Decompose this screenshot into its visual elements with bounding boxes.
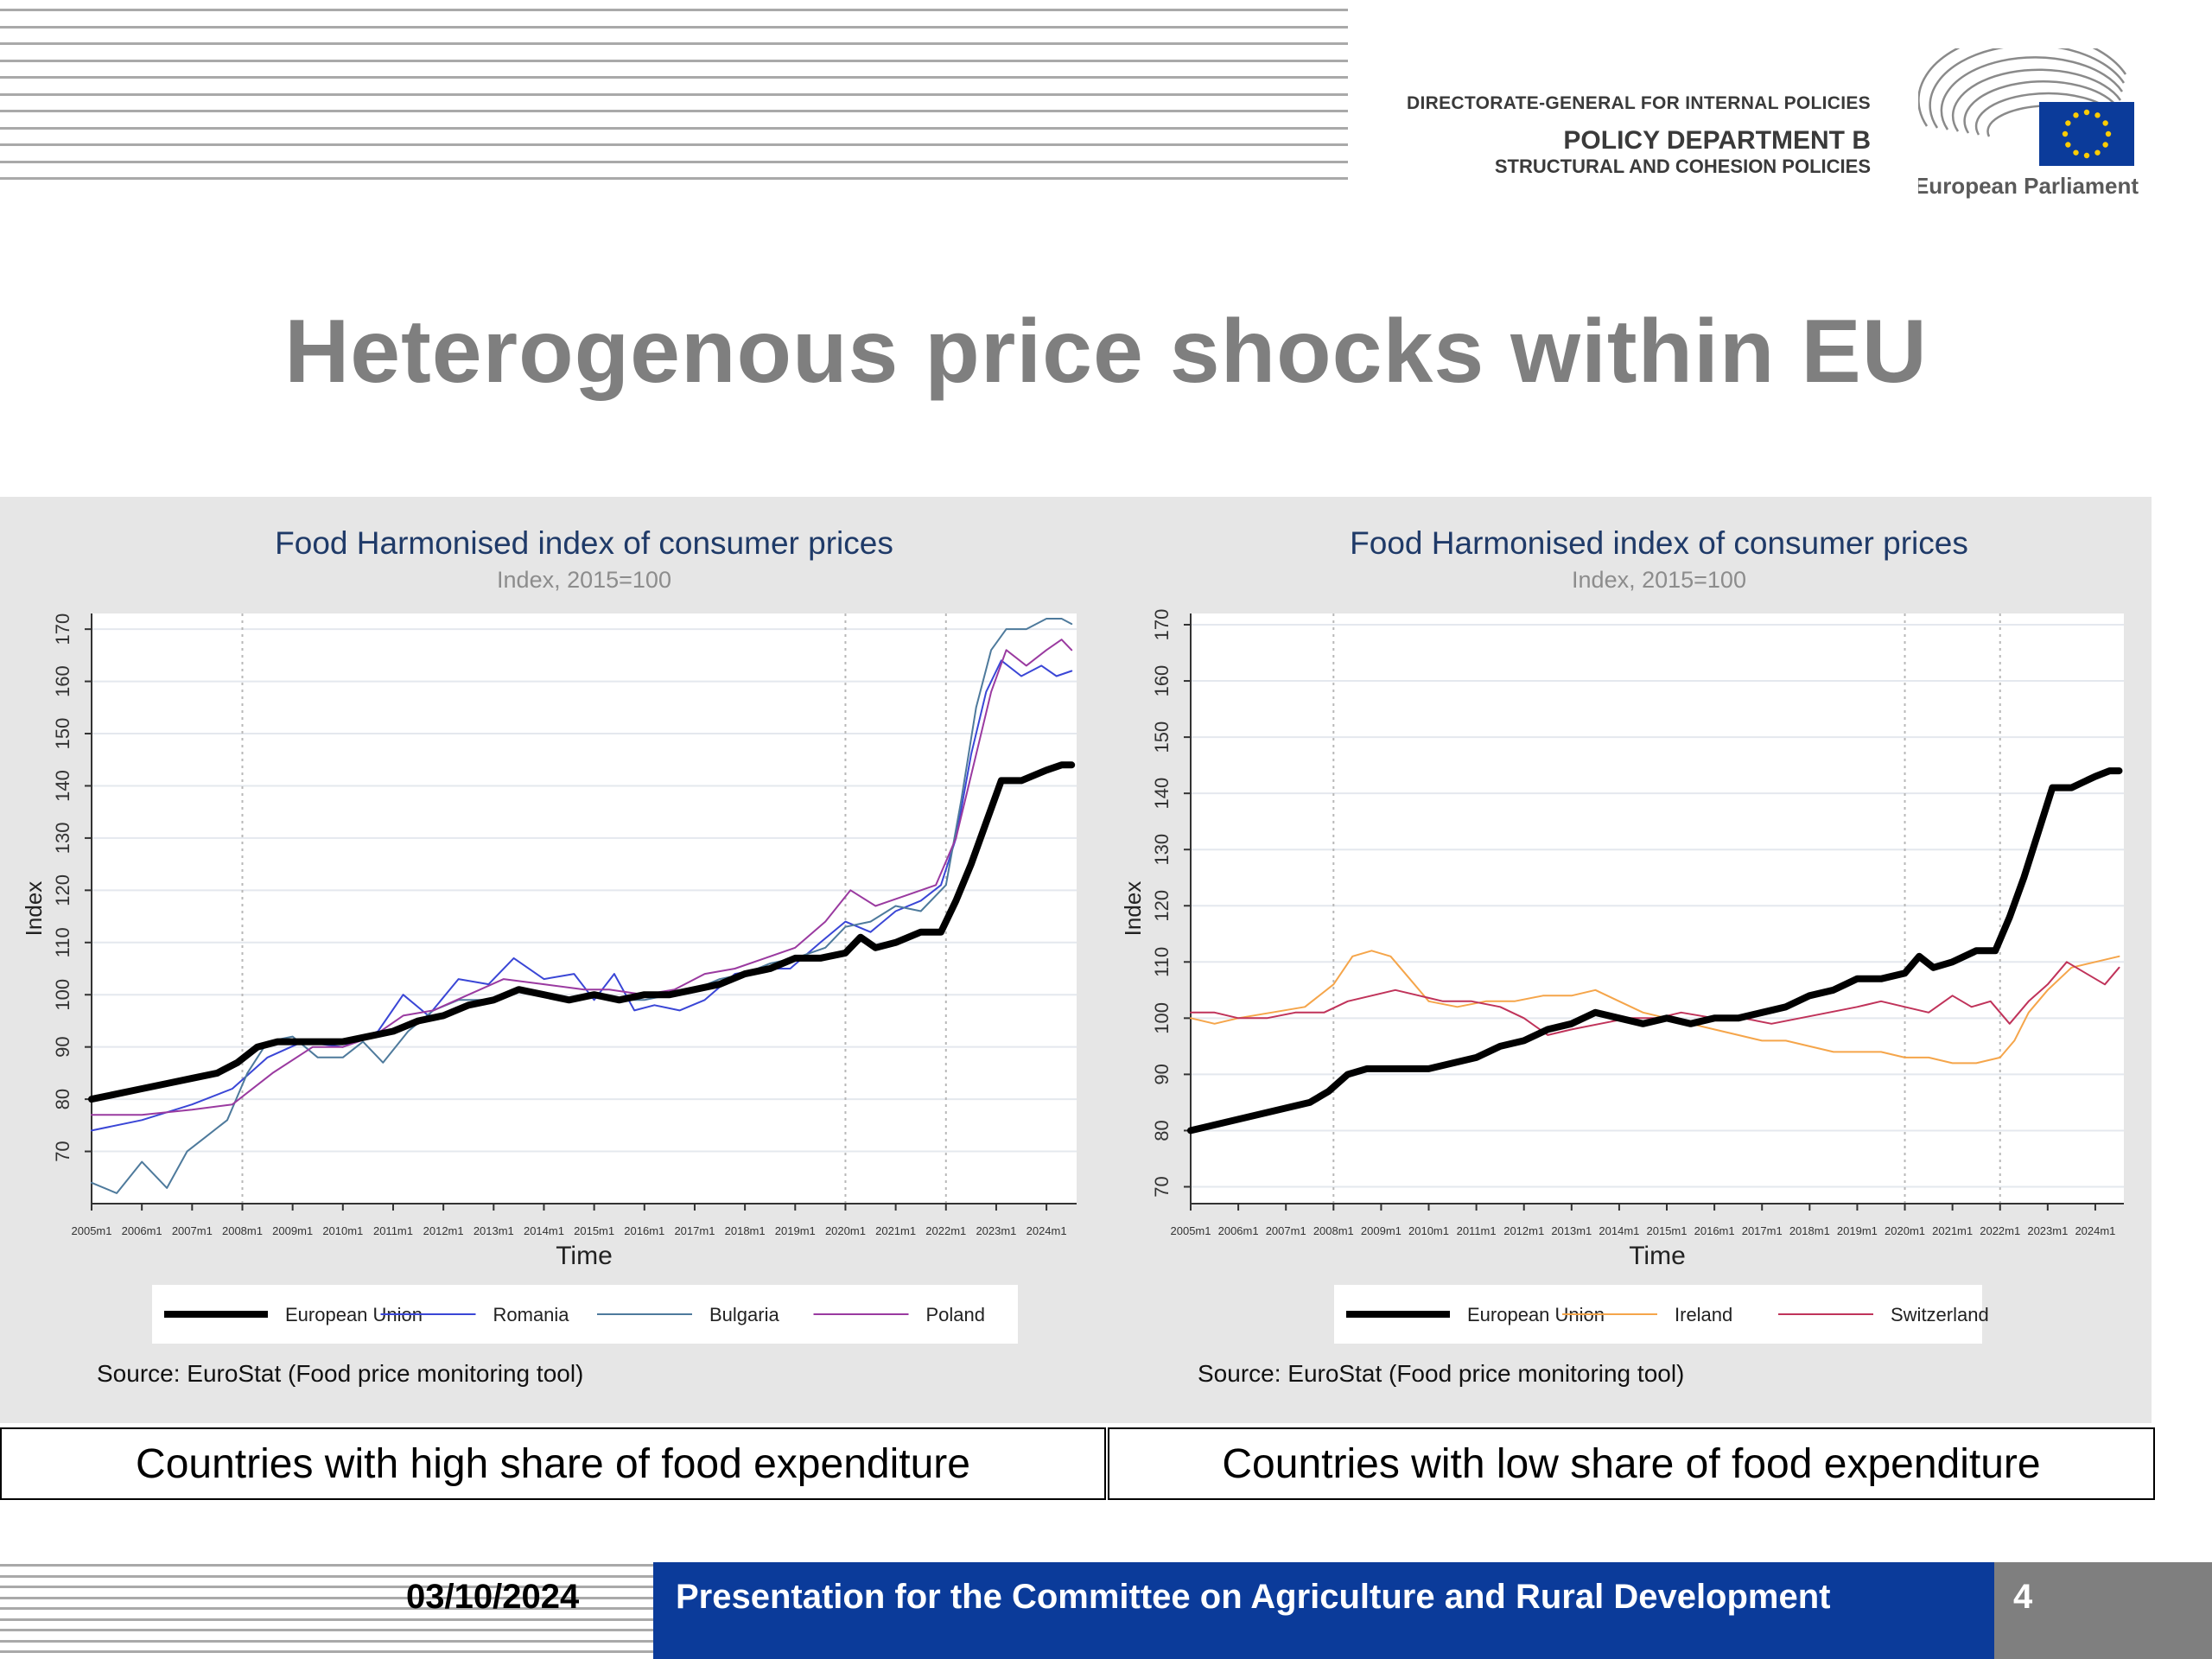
y-tick-label: 160: [52, 665, 73, 697]
y-tick-label: 70: [1151, 1176, 1173, 1197]
chart-subtitle: Index, 2015=100: [1572, 567, 1746, 593]
x-tick-label: 2020m1: [1885, 1224, 1925, 1237]
y-tick-label: 140: [1151, 778, 1173, 810]
x-tick-label: 2020m1: [825, 1224, 866, 1237]
y-tick-label: 130: [1151, 834, 1173, 866]
x-tick-label: 2015m1: [1647, 1224, 1688, 1237]
european-parliament-logo: European Parliament: [1918, 48, 2139, 199]
y-tick-label: 150: [52, 718, 73, 750]
x-tick-label: 2017m1: [674, 1224, 715, 1237]
caption-right: Countries with low share of food expendi…: [1108, 1427, 2155, 1500]
y-tick-label: 90: [52, 1036, 73, 1057]
y-tick-label: 130: [52, 823, 73, 855]
x-tick-label: 2019m1: [1837, 1224, 1878, 1237]
x-axis-label: Time: [1629, 1242, 1686, 1270]
y-tick-label: 170: [1151, 609, 1173, 641]
x-tick-label: 2010m1: [1408, 1224, 1449, 1237]
chart-source: Source: EuroStat (Food price monitoring …: [1198, 1360, 1684, 1387]
y-tick-label: 90: [1151, 1064, 1173, 1084]
eu-stars-icon: [2062, 109, 2112, 159]
x-tick-label: 2006m1: [1218, 1224, 1259, 1237]
x-tick-label: 2007m1: [172, 1224, 213, 1237]
y-tick-label: 70: [52, 1141, 73, 1161]
series-line-switzerland: [1190, 961, 2120, 1036]
y-tick-label: 110: [52, 927, 73, 957]
legend-label: Poland: [926, 1304, 986, 1325]
x-tick-label: 2005m1: [72, 1224, 112, 1237]
x-tick-label: 2005m1: [1171, 1224, 1211, 1237]
x-tick-label: 2006m1: [122, 1224, 162, 1237]
legend-label: Switzerland: [1891, 1304, 1989, 1325]
x-tick-label: 2008m1: [1313, 1224, 1354, 1237]
x-tick-label: 2021m1: [875, 1224, 916, 1237]
chart-left: Food Harmonised index of consumer prices…: [21, 525, 1077, 1387]
plot-area: [1191, 613, 2124, 1204]
chart-title: Food Harmonised index of consumer prices: [275, 525, 893, 561]
x-tick-label: 2014m1: [1599, 1224, 1639, 1237]
x-tick-label: 2021m1: [1932, 1224, 1973, 1237]
footer-bar: [653, 1562, 1994, 1659]
x-tick-label: 2009m1: [1361, 1224, 1402, 1237]
x-tick-label: 2011m1: [373, 1224, 413, 1237]
x-tick-label: 2019m1: [775, 1224, 816, 1237]
y-tick-label: 100: [1151, 1002, 1173, 1034]
x-tick-label: 2024m1: [1027, 1224, 1067, 1237]
x-tick-label: 2011m1: [1457, 1224, 1497, 1237]
series-line-european-union: [1187, 767, 2123, 1135]
page-number-box: [1994, 1562, 2212, 1659]
caption-left: Countries with high share of food expend…: [0, 1427, 1106, 1500]
y-tick-label: 80: [52, 1089, 73, 1109]
x-tick-label: 2007m1: [1266, 1224, 1306, 1237]
x-tick-label: 2016m1: [624, 1224, 664, 1237]
legend-label: Bulgaria: [709, 1304, 779, 1325]
series-line-poland: [91, 639, 1073, 1116]
x-tick-label: 2013m1: [1551, 1224, 1592, 1237]
x-tick-label: 2014m1: [524, 1224, 564, 1237]
department-label: POLICY DEPARTMENT B: [1563, 126, 1871, 155]
x-tick-label: 2009m1: [272, 1224, 313, 1237]
legend-label: Romania: [493, 1304, 570, 1325]
x-tick-label: 2023m1: [2027, 1224, 2068, 1237]
chart-source: Source: EuroStat (Food price monitoring …: [97, 1360, 583, 1387]
y-tick-label: 140: [52, 770, 73, 802]
x-tick-label: 2015m1: [574, 1224, 614, 1237]
x-tick-label: 2022m1: [925, 1224, 966, 1237]
footer-date: 03/10/2024: [406, 1578, 580, 1616]
directorate-label: DIRECTORATE-GENERAL FOR INTERNAL POLICIE…: [1407, 93, 1871, 113]
y-tick-label: 170: [52, 613, 73, 645]
x-tick-label: 2012m1: [1503, 1224, 1544, 1237]
logo-text: European Parliament: [1918, 173, 2139, 199]
legend-label: Ireland: [1675, 1304, 1732, 1325]
y-tick-label: 120: [1151, 890, 1173, 922]
chart-title: Food Harmonised index of consumer prices: [1350, 525, 1968, 561]
x-tick-label: 2012m1: [423, 1224, 464, 1237]
department-sub-label: STRUCTURAL AND COHESION POLICIES: [1494, 156, 1871, 177]
y-tick-label: 120: [52, 874, 73, 906]
x-tick-label: 2018m1: [725, 1224, 766, 1237]
y-tick-label: 100: [52, 979, 73, 1011]
y-axis-label: Index: [1120, 881, 1146, 937]
x-tick-label: 2023m1: [976, 1224, 1016, 1237]
chart-right: Food Harmonised index of consumer prices…: [1120, 525, 2124, 1387]
slide-title: Heterogenous price shocks within EU: [284, 302, 1928, 402]
footer-title: Presentation for the Committee on Agricu…: [676, 1578, 1831, 1616]
y-tick-label: 110: [1151, 947, 1173, 977]
y-tick-label: 80: [1151, 1120, 1173, 1141]
series-line-european-union: [88, 761, 1076, 1103]
chart-subtitle: Index, 2015=100: [497, 567, 671, 593]
y-tick-label: 160: [1151, 665, 1173, 697]
x-tick-label: 2010m1: [322, 1224, 363, 1237]
x-tick-label: 2022m1: [1980, 1224, 2020, 1237]
x-tick-label: 2008m1: [222, 1224, 263, 1237]
x-axis-label: Time: [556, 1242, 613, 1270]
x-tick-label: 2017m1: [1742, 1224, 1783, 1237]
y-axis-label: Index: [21, 881, 47, 937]
x-tick-label: 2024m1: [2075, 1224, 2115, 1237]
y-tick-label: 150: [1151, 721, 1173, 753]
page-number: 4: [2013, 1578, 2033, 1616]
x-tick-label: 2018m1: [1789, 1224, 1830, 1237]
x-tick-label: 2013m1: [474, 1224, 514, 1237]
x-tick-label: 2016m1: [1694, 1224, 1735, 1237]
plot-area: [92, 613, 1077, 1204]
